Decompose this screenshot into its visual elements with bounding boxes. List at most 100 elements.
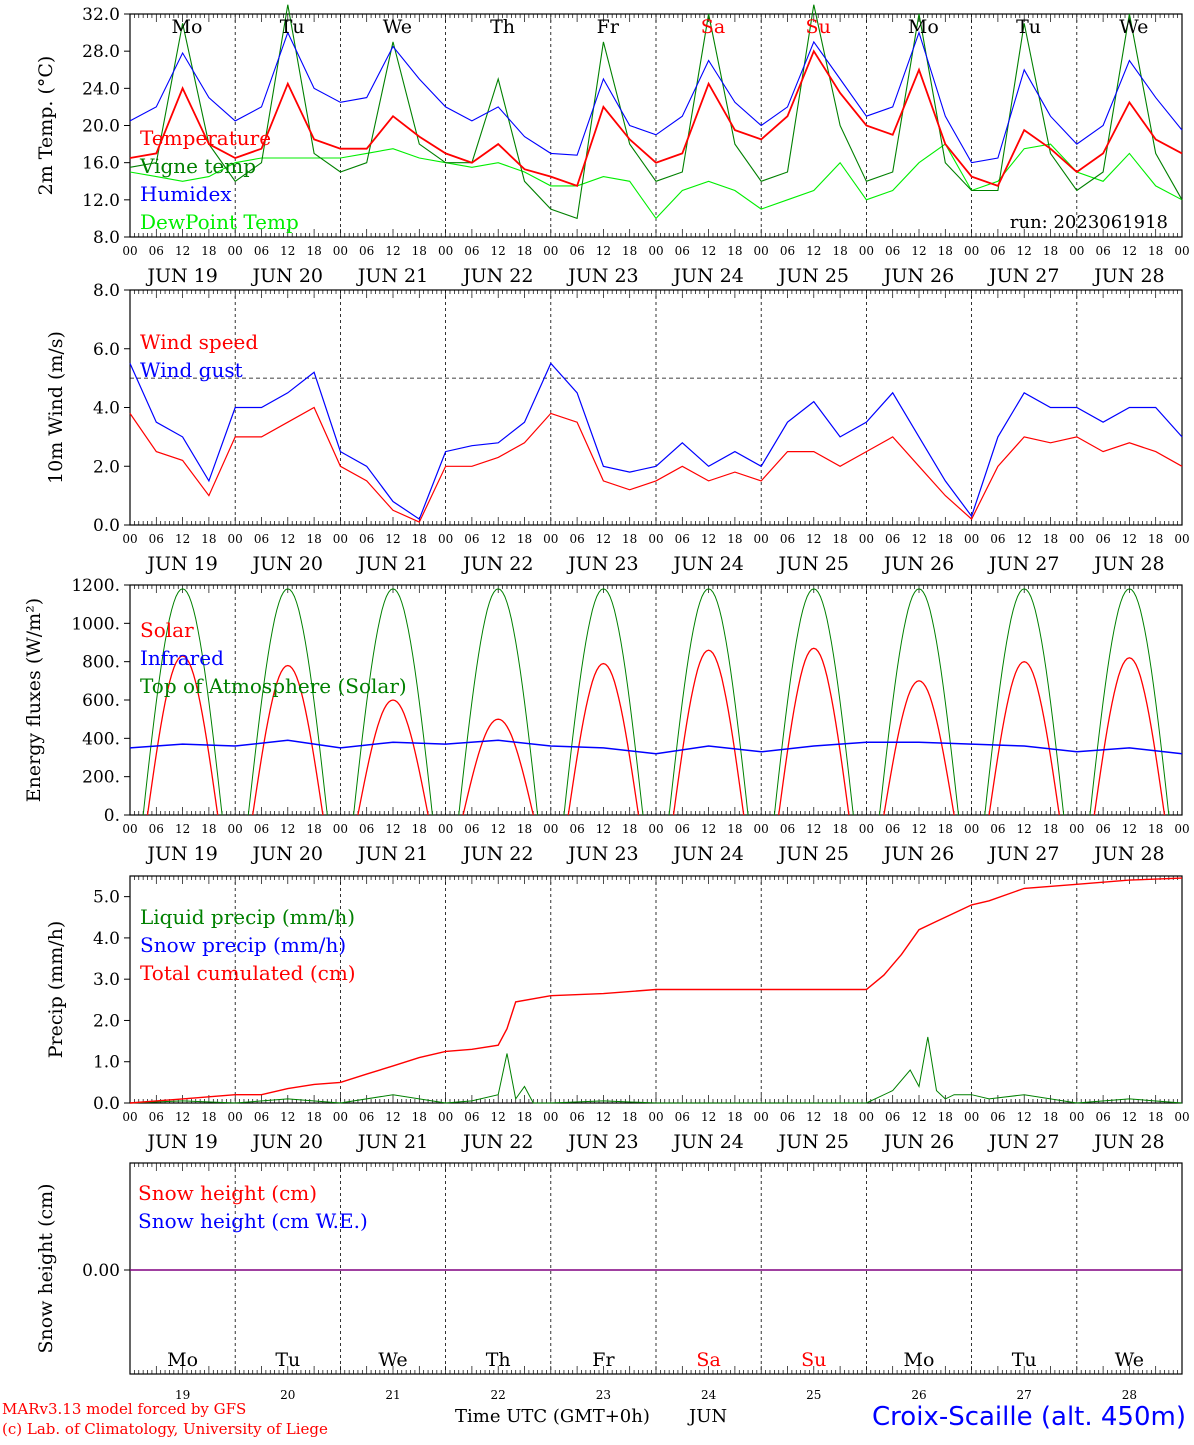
- hour-tick-label: 12: [491, 822, 506, 836]
- y-tick-label: 4.0: [93, 929, 120, 949]
- date-label: JUN 22: [461, 843, 533, 865]
- hour-tick-label: 12: [806, 244, 821, 258]
- hour-tick-label: 06: [1095, 244, 1110, 258]
- date-label: JUN 26: [882, 553, 954, 575]
- hour-tick-label: 06: [780, 1110, 795, 1124]
- hour-tick-label: 18: [727, 1110, 742, 1124]
- date-label: JUN 25: [777, 553, 849, 575]
- hour-tick-label: 18: [938, 244, 953, 258]
- date-label: JUN 20: [251, 1131, 323, 1153]
- date-label: JUN 26: [882, 265, 954, 287]
- y-axis-label: 10m Wind (m/s): [45, 331, 67, 484]
- hour-tick-label: 00: [228, 1110, 243, 1124]
- hour-tick-label: 06: [464, 244, 479, 258]
- hour-tick-label: 06: [359, 822, 374, 836]
- hour-tick-label: 06: [1095, 532, 1110, 546]
- hour-tick-label: 18: [201, 822, 216, 836]
- hour-tick-label: 12: [596, 244, 611, 258]
- hour-tick-label: 06: [254, 1110, 269, 1124]
- hour-tick-label: 00: [228, 822, 243, 836]
- toa-solar-day-curve: [353, 588, 433, 816]
- hour-tick-label: 00: [859, 244, 874, 258]
- hour-tick-label: 06: [149, 532, 164, 546]
- day-abbr-label: Tu: [1012, 1349, 1037, 1371]
- date-label: JUN 23: [566, 265, 638, 287]
- series-line-infrared: [129, 739, 1183, 755]
- toa-solar-day-curve: [879, 588, 959, 816]
- day-abbr-label: Mo: [908, 16, 939, 38]
- hour-tick-label: 12: [385, 532, 400, 546]
- hour-tick-label: 12: [175, 244, 190, 258]
- hour-tick-label: 06: [675, 532, 690, 546]
- day-number-label: 28: [1122, 1388, 1137, 1402]
- hour-tick-label: 00: [648, 1110, 663, 1124]
- hour-tick-label: 00: [122, 822, 137, 836]
- series-line-vigne-temp: [129, 4, 1183, 220]
- hour-tick-label: 12: [1122, 1110, 1137, 1124]
- hour-tick-label: 00: [1069, 1110, 1084, 1124]
- hour-tick-label: 12: [806, 1110, 821, 1124]
- day-number-label: 24: [701, 1388, 717, 1402]
- y-tick-label: 0.0: [93, 516, 120, 536]
- hour-tick-label: 00: [648, 244, 663, 258]
- hour-tick-label: 06: [359, 1110, 374, 1124]
- hour-tick-label: 06: [990, 244, 1005, 258]
- hour-tick-label: 00: [648, 532, 663, 546]
- hour-tick-label: 00: [333, 244, 348, 258]
- date-label: JUN 21: [356, 843, 428, 865]
- solar-day-curve: [567, 662, 640, 816]
- y-tick-label: 2.0: [93, 1011, 120, 1031]
- hour-tick-label: 12: [1017, 532, 1032, 546]
- hour-tick-label: 18: [938, 1110, 953, 1124]
- date-label: JUN 21: [356, 265, 428, 287]
- series-line-wind-gust: [129, 362, 1183, 521]
- hour-tick-label: 06: [464, 532, 479, 546]
- run-label: run: 2023061918: [1010, 212, 1168, 233]
- hour-tick-label: 00: [122, 244, 137, 258]
- solar-day-curve: [462, 718, 534, 816]
- date-label: JUN 27: [987, 843, 1059, 865]
- panel-frame: [129, 13, 1183, 238]
- hour-tick-label: 06: [885, 532, 900, 546]
- date-label: JUN 24: [671, 1131, 743, 1153]
- hour-tick-label: 18: [201, 1110, 216, 1124]
- hour-tick-label: 12: [701, 244, 716, 258]
- hour-tick-label: 00: [964, 532, 979, 546]
- hour-tick-label: 18: [306, 1110, 321, 1124]
- hour-tick-label: 12: [1122, 244, 1137, 258]
- series-line-humidex: [129, 30, 1183, 164]
- day-abbr-label: Su: [801, 1349, 826, 1371]
- day-number-label: 23: [596, 1388, 611, 1402]
- hour-tick-label: 06: [464, 1110, 479, 1124]
- hour-tick-label: 12: [491, 1110, 506, 1124]
- y-tick-label: 0.00: [82, 1261, 120, 1281]
- day-abbr-label: Fr: [592, 1349, 615, 1371]
- y-tick-label: 400.: [82, 729, 120, 749]
- day-abbr-label: We: [1115, 1349, 1144, 1371]
- date-label: JUN 20: [251, 265, 323, 287]
- hour-tick-label: 18: [622, 1110, 637, 1124]
- hour-tick-label: 06: [149, 244, 164, 258]
- date-label: JUN 21: [356, 1131, 428, 1153]
- toa-solar-day-curve: [1089, 588, 1170, 816]
- hour-tick-label: 00: [859, 1110, 874, 1124]
- legend-entry: Wind gust: [140, 358, 243, 382]
- y-tick-label: 16.0: [82, 154, 120, 174]
- hour-tick-label: 18: [832, 822, 847, 836]
- legend-entry: Top of Atmosphere (Solar): [140, 674, 407, 698]
- hour-tick-label: 06: [780, 532, 795, 546]
- hour-tick-label: 00: [1069, 244, 1084, 258]
- toa-solar-day-curve: [458, 588, 539, 816]
- series-line-dewpoint-temp: [129, 143, 1183, 220]
- y-axis-label: Precip (mm/h): [45, 921, 67, 1059]
- day-number-label: 19: [175, 1388, 190, 1402]
- hour-tick-label: 12: [1017, 1110, 1032, 1124]
- hour-tick-label: 00: [1174, 822, 1189, 836]
- hour-tick-label: 12: [911, 244, 926, 258]
- y-tick-label: 8.0: [93, 281, 120, 301]
- date-label: JUN 27: [987, 265, 1059, 287]
- hour-tick-label: 00: [1069, 532, 1084, 546]
- hour-tick-label: 12: [385, 822, 400, 836]
- hour-tick-label: 06: [780, 244, 795, 258]
- hour-tick-label: 18: [622, 244, 637, 258]
